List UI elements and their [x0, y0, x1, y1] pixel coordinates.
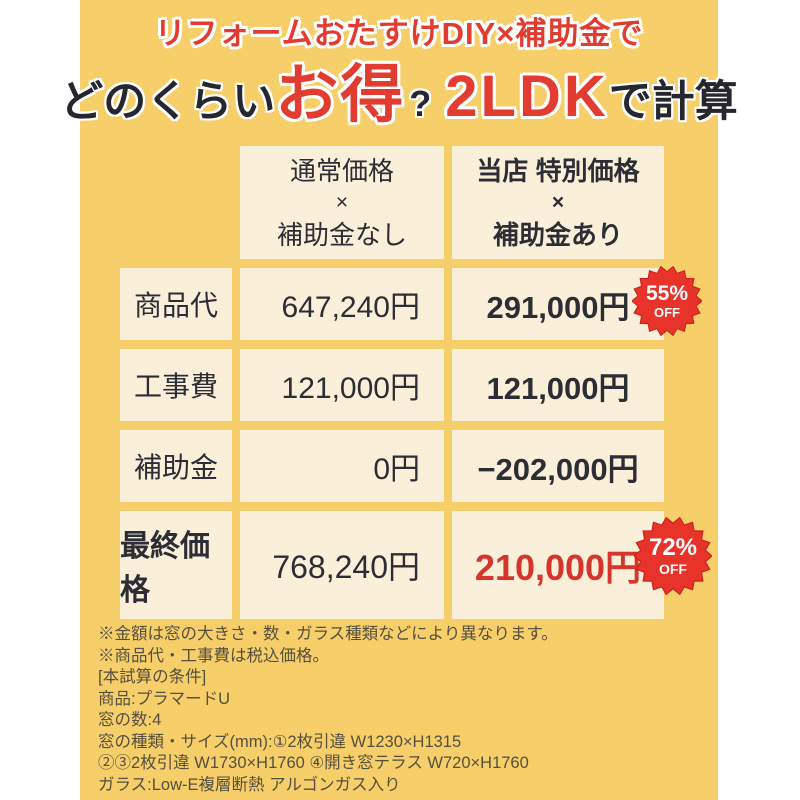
- price-comparison-table: 通常価格 × 補助金なし 当店 特別価格 × 補助金あり 商品代 647,240…: [120, 146, 664, 619]
- note-tax-included: ※商品代・工事費は税込価格。: [98, 646, 329, 665]
- special-price-subsidy: −202,000円: [452, 430, 664, 502]
- header-line: 通常価格: [289, 155, 394, 186]
- special-price-construction: 121,000円: [452, 349, 664, 421]
- badge-text: 72% OFF: [648, 534, 698, 577]
- column-header-normal-price: 通常価格 × 補助金なし: [240, 146, 444, 259]
- note-window-type-size-1: 窓の種類・サイズ(mm):①2枚引違 W1230×H1315: [98, 732, 462, 751]
- row-label-subsidy: 補助金: [120, 430, 232, 502]
- note-window-type-size-2: ②③2枚引違 W1730×H1760 ④開き窓テラス W720×H1760: [98, 754, 529, 772]
- discount-badge-72-off: 72% OFF: [634, 517, 712, 595]
- badge-percent: 72%: [648, 534, 698, 561]
- special-price-final: 210,000円: [452, 511, 664, 619]
- footnotes: ※金額は窓の大きさ・数・ガラス種類などにより異なります。 ※商品代・工事費は税込…: [98, 624, 702, 796]
- promo-card: リフォームおたすけDIY×補助金で どのくらい お得 ? 2LDK で計算 通常…: [60, 0, 738, 800]
- header-line: 当店 特別価格: [476, 155, 640, 186]
- note-amount-varies: ※金額は窓の大きさ・数・ガラス種類などにより異なります。: [98, 625, 558, 643]
- row-label-final-price: 最終価格: [120, 511, 232, 619]
- subheadline-prefix: どのくらい: [60, 78, 276, 126]
- subheadline-2ldk: 2LDK: [445, 64, 609, 129]
- table-corner-spacer: [120, 146, 232, 259]
- header-line: 補助金あり: [492, 219, 623, 250]
- special-price-product: 291,000円: [452, 268, 664, 340]
- discount-badge-55-off: 55% OFF: [632, 266, 702, 336]
- promo-subheadline: どのくらい お得 ? 2LDK で計算: [60, 44, 737, 130]
- subheadline-question-mark: ?: [409, 83, 432, 124]
- multiply-sign: ×: [551, 190, 565, 214]
- subheadline-otoku: お得: [275, 60, 406, 130]
- header-line: 補助金なし: [276, 219, 407, 250]
- normal-price-product: 647,240円: [240, 268, 444, 340]
- normal-price-construction: 121,000円: [240, 349, 444, 421]
- multiply-sign: ×: [335, 190, 349, 214]
- note-glass: ガラス:Low-E複層断熱 アルゴンガス入り: [98, 775, 401, 794]
- note-window-count: 窓の数:4: [98, 711, 162, 729]
- column-header-special-price: 当店 特別価格 × 補助金あり: [452, 146, 664, 259]
- badge-off-label: OFF: [658, 561, 687, 577]
- row-label-product-cost: 商品代: [120, 268, 232, 340]
- badge-off-label: OFF: [654, 305, 680, 320]
- promo-headline: リフォームおたすけDIY×補助金で: [154, 16, 644, 51]
- note-product: 商品:プラマードU: [98, 689, 230, 708]
- subheadline-suffix: で計算: [608, 78, 738, 126]
- badge-text: 55% OFF: [646, 283, 688, 319]
- normal-price-final: 768,240円: [240, 511, 444, 619]
- starburst-icon: [632, 266, 702, 336]
- starburst-icon: [634, 517, 712, 595]
- normal-price-subsidy: 0円: [240, 430, 444, 502]
- badge-percent: 55%: [645, 282, 689, 305]
- note-conditions-header: [本試算の条件]: [98, 668, 207, 686]
- row-label-construction-fee: 工事費: [120, 349, 232, 421]
